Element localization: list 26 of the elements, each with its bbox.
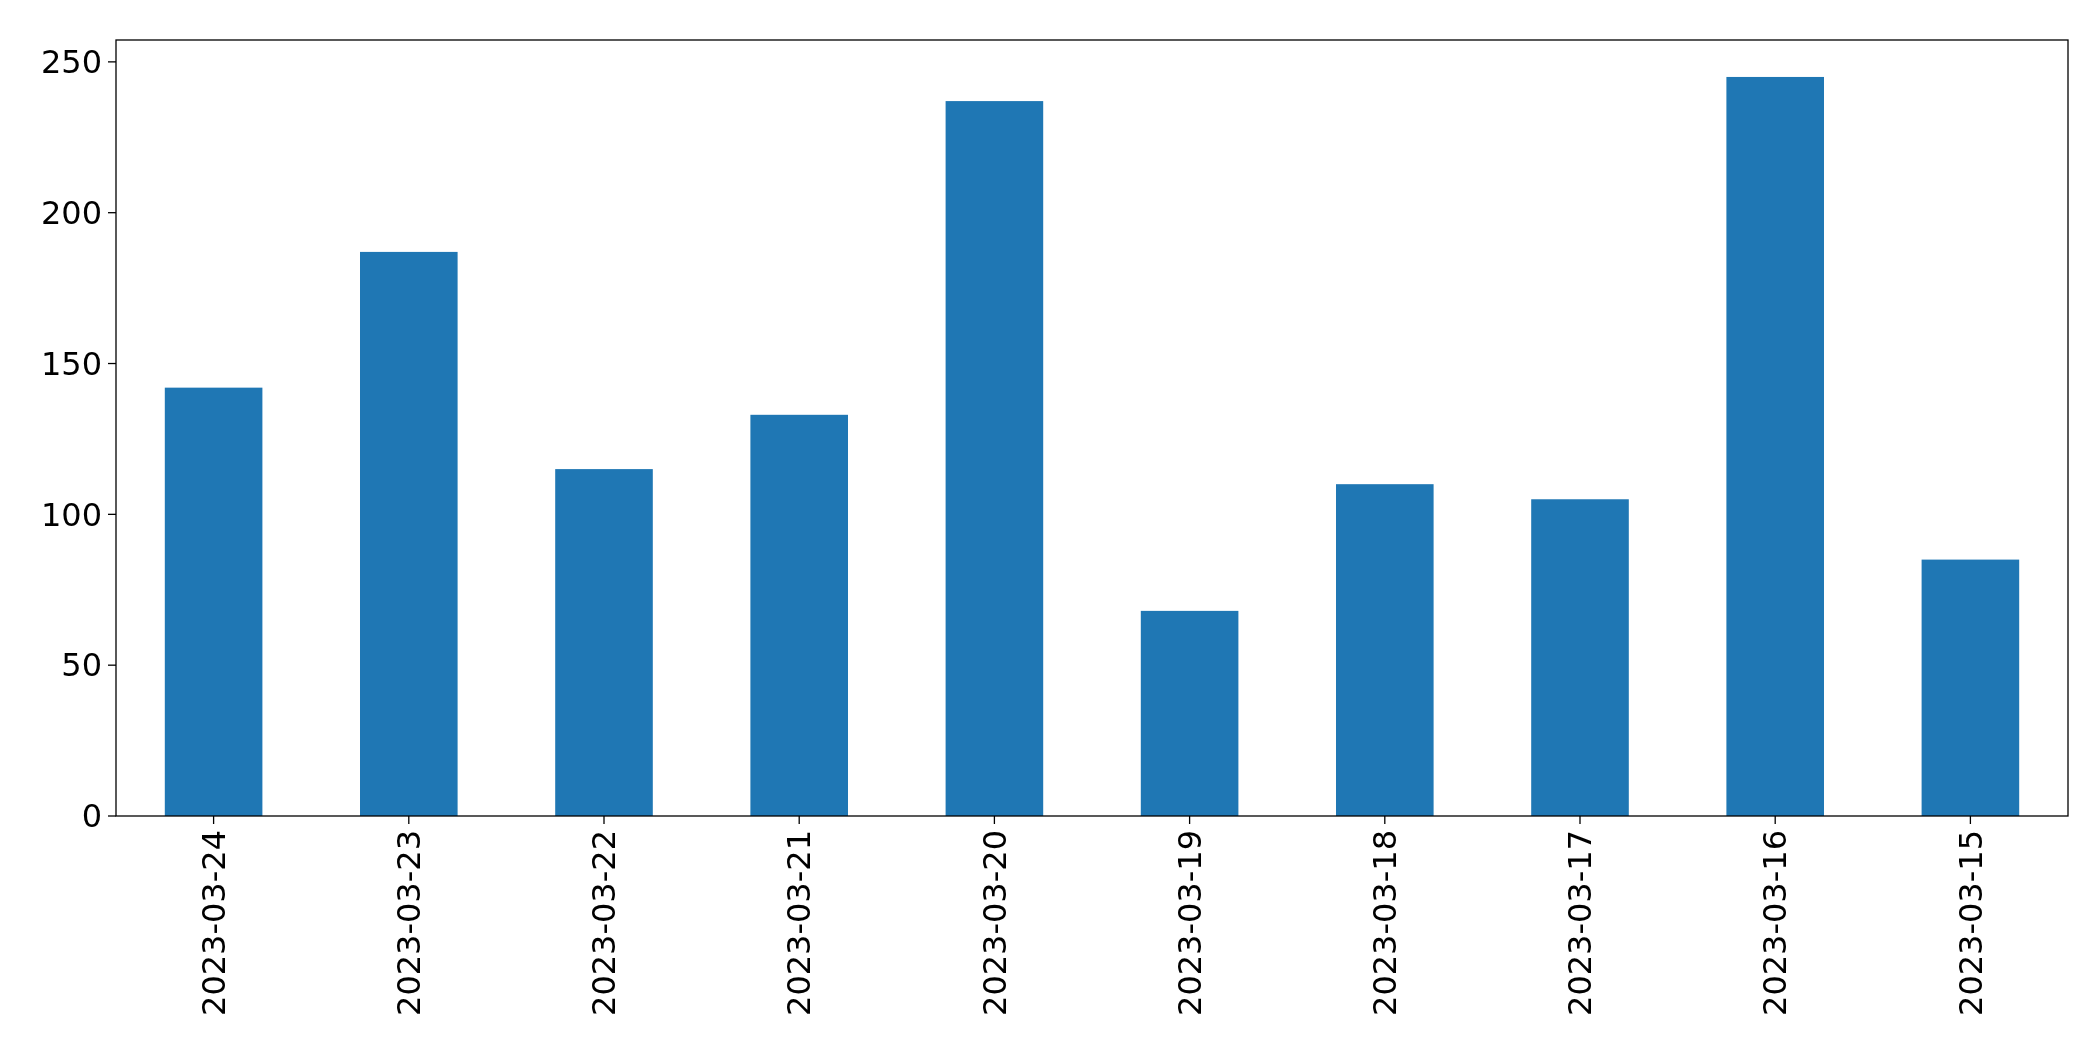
x-tick-label: 2023-03-17 [1561, 830, 1600, 1016]
x-tick-label: 2023-03-21 [780, 830, 819, 1016]
bar [1336, 484, 1434, 816]
y-tick-label: 200 [40, 193, 102, 232]
x-tick-label: 2023-03-24 [194, 830, 233, 1016]
bar [164, 387, 263, 816]
y-tick-label: 100 [40, 495, 102, 534]
bar [1140, 610, 1239, 816]
bar [1531, 499, 1629, 816]
bar [360, 251, 458, 816]
y-tick-label: 250 [40, 43, 102, 82]
bar [1921, 559, 2020, 816]
x-tick-label: 2023-03-23 [390, 830, 428, 1016]
bar [750, 414, 848, 816]
bar [945, 101, 1044, 816]
y-tick-label: 150 [40, 344, 102, 383]
x-tick-label: 2023-03-22 [585, 830, 624, 1016]
y-tick-label: 50 [61, 646, 102, 685]
bar [1726, 76, 1824, 816]
bar [555, 469, 653, 816]
x-tick-label: 2023-03-18 [1366, 830, 1404, 1016]
x-tick-label: 2023-03-19 [1170, 830, 1209, 1016]
x-tick-label: 2023-03-20 [975, 830, 1014, 1016]
x-tick-label: 2023-03-15 [1951, 830, 1990, 1016]
x-tick-label: 2023-03-16 [1756, 830, 1795, 1016]
y-tick-label: 0 [81, 797, 102, 836]
